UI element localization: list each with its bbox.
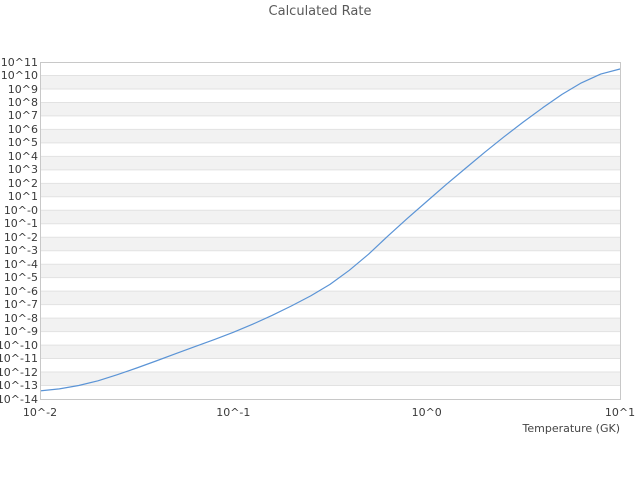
rate-curve — [40, 68, 621, 392]
y-tick-label: 10^-3 — [3, 244, 38, 258]
y-tick-label: 10^1 — [7, 190, 38, 204]
y-tick-label: 10^5 — [7, 136, 38, 150]
y-tick-label: 10^7 — [7, 109, 38, 123]
grid-stripe — [40, 156, 620, 170]
y-tick-label: 10^-11 — [0, 352, 38, 366]
y-tick-label: 10^-2 — [3, 230, 38, 244]
y-tick-label: 10^-6 — [3, 284, 38, 298]
y-tick-label: 10^-10 — [0, 338, 38, 352]
y-tick-label: 10^-5 — [3, 271, 38, 285]
y-tick-label: 10^9 — [7, 82, 38, 96]
x-tick-label: 10^0 — [411, 406, 442, 419]
x-axis-title: Temperature (GK) — [522, 422, 621, 435]
y-tick-label: 10^6 — [7, 122, 38, 136]
chart-title: Calculated Rate — [268, 4, 372, 19]
x-tick-label: 10^-2 — [22, 406, 58, 419]
y-tick-label: 10^-1 — [3, 217, 38, 231]
grid-stripe — [40, 345, 620, 359]
y-tick-label: 10^-9 — [3, 325, 38, 339]
y-tick-label: 10^-4 — [3, 257, 38, 271]
y-tick-label: 10^-12 — [0, 365, 38, 379]
y-tick-label: 10^2 — [7, 176, 38, 190]
background-stripes — [40, 75, 620, 386]
grid-stripe — [40, 237, 620, 251]
grid-stripe — [40, 75, 620, 89]
y-tick-label: 10^10 — [0, 69, 38, 82]
x-tick-label: 10^1 — [604, 406, 636, 419]
y-tick-label: 10^-13 — [0, 379, 38, 392]
grid-stripe — [40, 291, 620, 305]
y-tick-label: 10^8 — [7, 95, 38, 109]
y-tick-label: 10^4 — [7, 149, 38, 163]
y-tick-label: 10^-7 — [3, 298, 38, 312]
grid-stripe — [40, 318, 620, 332]
grid-stripe — [40, 183, 620, 197]
grid-stripe — [40, 210, 620, 224]
y-tick-label: 10^-14 — [0, 392, 38, 406]
plot-area — [40, 62, 621, 400]
y-tick-label: 10^-0 — [3, 203, 38, 217]
horizontal-gridlines — [40, 74, 620, 387]
y-tick-label: 10^3 — [7, 163, 38, 177]
y-tick-label: 10^11 — [0, 55, 38, 69]
grid-stripe — [40, 264, 620, 278]
y-tick-label: 10^-8 — [3, 311, 38, 325]
grid-stripe — [40, 129, 620, 143]
grid-stripe — [40, 372, 620, 386]
x-tick-label: 10^-1 — [216, 406, 251, 419]
plot-border — [40, 62, 621, 400]
grid-stripe — [40, 102, 620, 116]
